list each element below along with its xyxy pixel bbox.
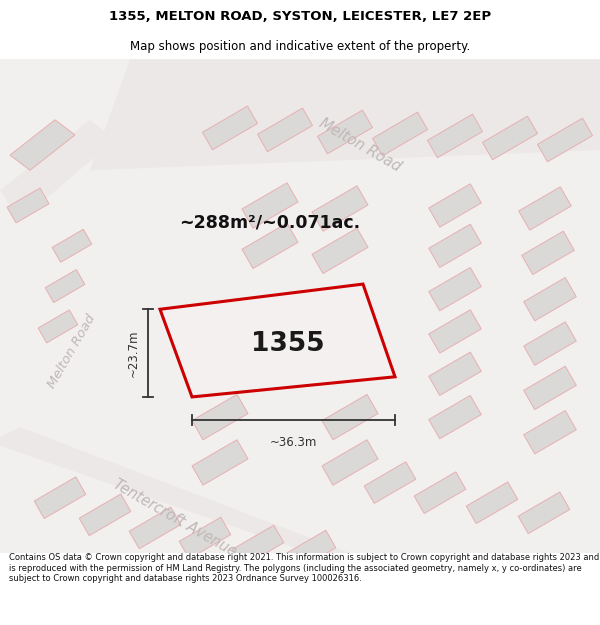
Polygon shape — [179, 518, 231, 559]
Polygon shape — [414, 472, 466, 514]
Polygon shape — [522, 231, 574, 274]
Polygon shape — [38, 310, 78, 343]
Polygon shape — [466, 482, 518, 524]
Polygon shape — [129, 507, 181, 549]
Polygon shape — [242, 182, 298, 228]
Text: Melton Road: Melton Road — [317, 116, 403, 174]
Polygon shape — [0, 427, 350, 553]
Polygon shape — [45, 269, 85, 302]
Polygon shape — [429, 268, 481, 311]
Text: ~36.3m: ~36.3m — [270, 436, 317, 449]
Polygon shape — [52, 229, 92, 262]
Polygon shape — [429, 310, 481, 353]
Polygon shape — [524, 278, 576, 321]
Text: ~288m²/~0.071ac.: ~288m²/~0.071ac. — [179, 214, 361, 232]
Polygon shape — [429, 396, 481, 439]
Text: Contains OS data © Crown copyright and database right 2021. This information is : Contains OS data © Crown copyright and d… — [9, 553, 599, 583]
Polygon shape — [34, 477, 86, 519]
Polygon shape — [284, 530, 336, 572]
Polygon shape — [79, 494, 131, 536]
Polygon shape — [427, 114, 482, 158]
Polygon shape — [518, 492, 570, 534]
Text: Map shows position and indicative extent of the property.: Map shows position and indicative extent… — [130, 40, 470, 52]
Polygon shape — [160, 284, 395, 397]
Polygon shape — [373, 112, 428, 156]
Polygon shape — [312, 186, 368, 231]
Polygon shape — [482, 116, 538, 160]
Polygon shape — [10, 120, 75, 170]
Polygon shape — [519, 187, 571, 230]
Polygon shape — [538, 118, 593, 162]
Polygon shape — [524, 322, 576, 365]
Polygon shape — [192, 394, 248, 440]
Polygon shape — [317, 110, 373, 154]
Text: Tentercroft Avenue: Tentercroft Avenue — [111, 476, 239, 559]
Polygon shape — [232, 525, 284, 567]
Polygon shape — [322, 440, 378, 485]
Polygon shape — [524, 366, 576, 409]
Text: ~23.7m: ~23.7m — [127, 329, 139, 377]
Polygon shape — [7, 188, 49, 223]
Polygon shape — [192, 440, 248, 485]
Polygon shape — [257, 108, 313, 152]
Polygon shape — [322, 394, 378, 440]
Polygon shape — [312, 228, 368, 274]
Text: Melton Road: Melton Road — [46, 312, 98, 391]
Polygon shape — [202, 106, 257, 150]
Polygon shape — [90, 59, 600, 170]
Polygon shape — [429, 184, 481, 227]
Polygon shape — [524, 411, 576, 454]
Text: 1355: 1355 — [251, 331, 325, 356]
Polygon shape — [429, 352, 481, 396]
Polygon shape — [0, 120, 115, 221]
Text: 1355, MELTON ROAD, SYSTON, LEICESTER, LE7 2EP: 1355, MELTON ROAD, SYSTON, LEICESTER, LE… — [109, 10, 491, 23]
Polygon shape — [429, 224, 481, 268]
Polygon shape — [242, 223, 298, 269]
Polygon shape — [364, 462, 416, 503]
